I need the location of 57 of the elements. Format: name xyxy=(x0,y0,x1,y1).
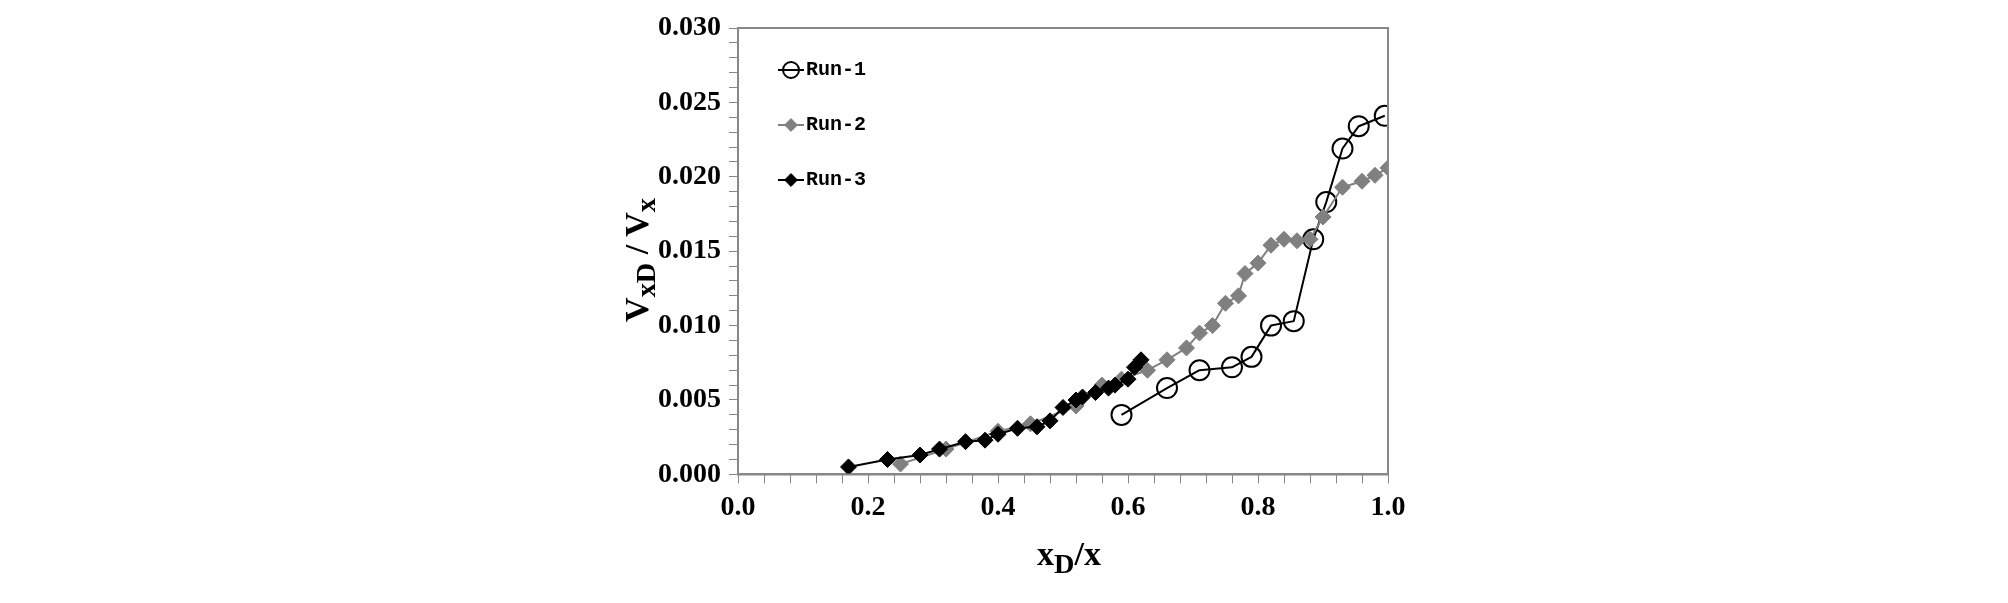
y-tick-label: 0.015 xyxy=(658,233,721,265)
point xyxy=(1331,137,1354,160)
point xyxy=(1315,191,1338,214)
point xyxy=(976,431,994,449)
legend-label: Run-1 xyxy=(806,58,867,82)
point xyxy=(957,433,974,451)
point xyxy=(1302,228,1325,251)
point xyxy=(1204,317,1221,335)
point xyxy=(911,446,929,464)
x-tick-label: 0.2 xyxy=(850,490,886,522)
point xyxy=(1262,236,1280,254)
point xyxy=(1236,265,1254,283)
point xyxy=(1221,356,1243,379)
point xyxy=(1282,310,1305,333)
x-axis-title: x$_{D}$/x xyxy=(1037,535,1101,580)
point xyxy=(1178,339,1195,357)
point xyxy=(892,455,909,473)
point xyxy=(1041,412,1059,430)
point xyxy=(1156,377,1178,400)
point xyxy=(840,458,857,475)
point xyxy=(1087,384,1104,402)
x-tick-label: 0.4 xyxy=(980,490,1016,522)
point xyxy=(1110,403,1133,426)
point xyxy=(1288,232,1306,250)
point xyxy=(1334,178,1351,196)
point xyxy=(1314,208,1332,226)
point xyxy=(1249,254,1267,272)
y-tick-label: 0.020 xyxy=(658,159,721,191)
x-tick-label: 0.6 xyxy=(1110,490,1146,522)
point xyxy=(1054,398,1072,416)
point xyxy=(1009,419,1026,437)
x-tick-label: 0.8 xyxy=(1240,490,1276,522)
point xyxy=(1240,345,1263,368)
point xyxy=(1230,287,1247,305)
point xyxy=(1139,361,1156,379)
x-tick-label: 1.0 xyxy=(1370,490,1406,522)
y-tick-label: 0.030 xyxy=(658,10,721,42)
point xyxy=(1028,418,1046,436)
point xyxy=(879,451,896,469)
legend-label: Run-2 xyxy=(806,113,867,137)
point xyxy=(1217,294,1234,312)
point xyxy=(931,440,948,458)
y-tick-label: 0.005 xyxy=(658,382,721,414)
point xyxy=(1347,115,1370,138)
point xyxy=(1353,172,1371,190)
point xyxy=(1275,230,1293,248)
point xyxy=(1188,359,1211,382)
x-tick-label: 0.0 xyxy=(720,490,756,522)
legend-label: Run-3 xyxy=(806,168,867,192)
y-tick-label: 0.025 xyxy=(658,84,721,116)
point xyxy=(1191,324,1208,342)
point xyxy=(1119,370,1137,388)
y-tick-label: 0.000 xyxy=(658,456,721,488)
point xyxy=(1158,351,1176,369)
point xyxy=(1260,314,1282,337)
point xyxy=(1132,351,1150,369)
point xyxy=(1366,166,1384,184)
